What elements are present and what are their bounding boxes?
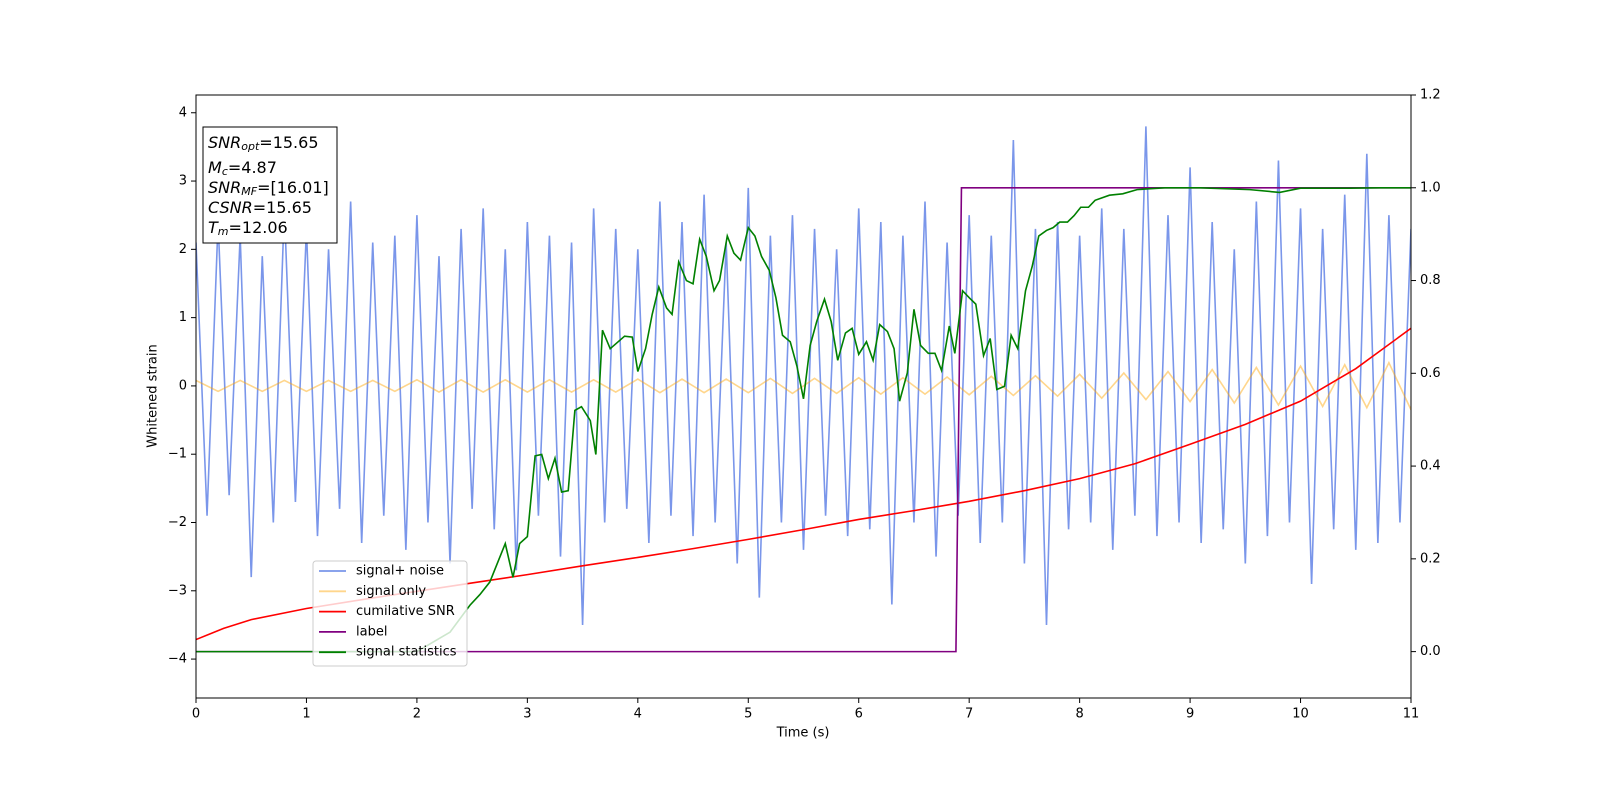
- y-tick-label: −3: [168, 583, 187, 598]
- annotation-line: SNRopt=15.65: [208, 133, 319, 154]
- x-tick-label: 2: [413, 707, 421, 722]
- y-tick-label: −4: [168, 652, 187, 667]
- y-tick-label: 4: [179, 105, 187, 120]
- legend-label: signal statistics: [356, 645, 457, 660]
- y2-tick-label: 0.4: [1420, 459, 1441, 474]
- annotation-line: Tm=12.06: [208, 218, 288, 239]
- y2-tick-label: 0.0: [1420, 644, 1441, 659]
- annotation-frame: [202, 126, 338, 244]
- annotation-part: m: [218, 225, 229, 238]
- y2-tick-label: 0.6: [1420, 366, 1441, 381]
- y-tick-label: −2: [168, 515, 187, 530]
- legend-label: label: [356, 624, 387, 639]
- annotation-part: MF: [241, 185, 257, 198]
- annotation-part: SNR: [208, 133, 241, 152]
- y-tick-label: 3: [179, 174, 187, 189]
- annotation-line: SNRMF=[16.01]: [208, 178, 329, 199]
- annotation-line: CSNR=15.65: [208, 198, 312, 217]
- annotation-part: =15.65: [253, 198, 312, 217]
- y2-tick-label: 1.2: [1420, 88, 1441, 103]
- annotation-part: CSNR: [208, 198, 253, 217]
- y2-tick-label: 1.0: [1420, 180, 1441, 195]
- series-line: [196, 186, 1411, 653]
- annotation-part: =15.65: [259, 133, 318, 152]
- y-tick-label: 1: [179, 310, 187, 325]
- y-tick-label: 0: [179, 378, 187, 393]
- annotation-box: SNRopt=15.65Mc=4.87SNRMF=[16.01]CSNR=15.…: [202, 126, 338, 244]
- y-axis-label: Whitened strain: [146, 344, 161, 447]
- legend-label: cumilative SNR: [356, 604, 455, 619]
- x-tick-label: 5: [744, 707, 752, 722]
- x-tick-label: 10: [1292, 707, 1309, 722]
- x-tick-label: 8: [1075, 707, 1083, 722]
- x-tick-label: 0: [192, 707, 200, 722]
- y-tick-label: 2: [179, 242, 187, 257]
- x-tick-label: 4: [634, 707, 642, 722]
- axes-frame: [195, 94, 1412, 699]
- legend-frame: [312, 560, 468, 667]
- annotation-part: c: [222, 165, 228, 178]
- annotation-part: SNR: [208, 178, 241, 197]
- annotation-part: =[16.01]: [257, 178, 329, 197]
- legend: signal+ noise signal only cumilative SNR la…: [312, 560, 468, 667]
- series-line: [196, 360, 1411, 411]
- annotation-part: T: [208, 218, 219, 237]
- x-tick-label: 3: [523, 707, 531, 722]
- x-tick-label: 7: [965, 707, 973, 722]
- annotation-line: Mc=4.87: [208, 158, 277, 179]
- x-tick-label: 1: [302, 707, 310, 722]
- x-tick-label: 11: [1403, 707, 1420, 722]
- legend-label: signal+ noise: [356, 564, 444, 579]
- legend-label: signal only: [356, 584, 426, 599]
- annotation-part: M: [208, 158, 222, 177]
- series-line: [196, 126, 1411, 625]
- annotation-part: =4.87: [228, 158, 277, 177]
- y2-tick-label: 0.2: [1420, 551, 1441, 566]
- x-tick-label: 9: [1186, 707, 1194, 722]
- annotation-part: opt: [241, 140, 260, 153]
- y-tick-label: −1: [168, 447, 187, 462]
- y2-tick-label: 0.8: [1420, 273, 1441, 288]
- x-tick-label: 6: [855, 707, 863, 722]
- x-axis-label: Time (s): [776, 726, 830, 741]
- annotation-part: =12.06: [229, 218, 288, 237]
